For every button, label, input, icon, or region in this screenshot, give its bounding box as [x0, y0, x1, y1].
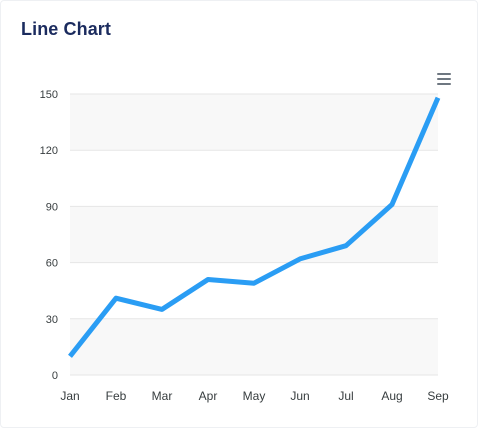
- y-tick-label: 30: [46, 314, 58, 326]
- x-tick-label: Jul: [338, 389, 353, 403]
- x-tick-label: Jun: [290, 389, 309, 403]
- x-axis-labels: Jan Feb Mar Apr May Jun Jul Aug Sep: [60, 389, 449, 403]
- y-axis-labels: 0 30 60 90 120 150: [40, 89, 58, 382]
- plot-bands: [70, 94, 438, 375]
- y-tick-label: 60: [46, 258, 58, 270]
- x-tick-label: Jan: [60, 389, 79, 403]
- y-tick-label: 120: [40, 145, 58, 157]
- grid-lines: [70, 93, 438, 376]
- chart-menu-icon[interactable]: [435, 71, 453, 87]
- chart-title: Line Chart: [21, 19, 112, 39]
- x-tick-label: Feb: [106, 389, 127, 403]
- x-tick-label: Apr: [199, 389, 218, 403]
- plot-band: [70, 94, 438, 151]
- plot-band: [70, 318, 438, 375]
- series-line[interactable]: [68, 96, 441, 358]
- x-tick-label: Sep: [427, 389, 449, 403]
- y-tick-label: 150: [40, 89, 58, 101]
- y-tick-label: 0: [52, 370, 58, 382]
- x-tick-label: May: [243, 389, 266, 403]
- y-tick-label: 90: [46, 201, 58, 213]
- x-tick-label: Aug: [381, 389, 402, 403]
- x-tick-label: Mar: [152, 389, 173, 403]
